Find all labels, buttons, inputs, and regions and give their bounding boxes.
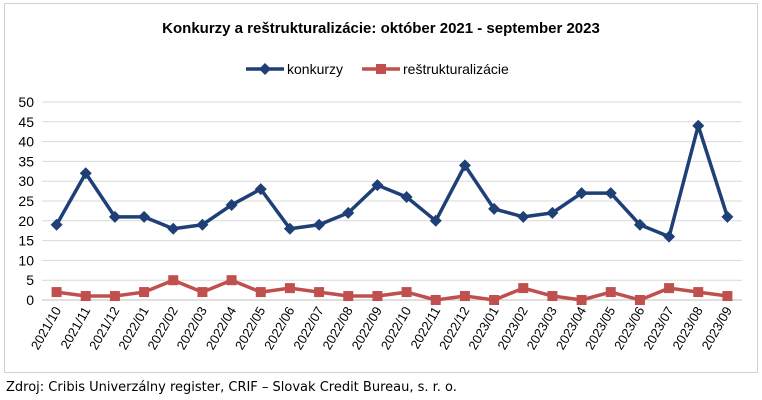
data-point (313, 218, 326, 231)
data-point (429, 214, 442, 227)
data-point (547, 291, 558, 302)
data-point (197, 287, 208, 298)
data-point (692, 119, 705, 132)
chart-title: Konkurzy a reštrukturalizácie: október 2… (162, 20, 600, 37)
legend: konkurzy reštrukturalizácie (246, 61, 509, 77)
data-point (721, 210, 734, 223)
series-layer (50, 119, 734, 305)
data-point (108, 210, 121, 223)
data-point (488, 202, 501, 215)
legend-label: konkurzy (287, 61, 343, 77)
data-point (138, 210, 151, 223)
data-point (372, 291, 383, 302)
data-point (80, 291, 91, 302)
y-tick-label: 35 (18, 153, 34, 169)
series-0 (50, 119, 734, 243)
data-point (664, 283, 675, 294)
data-point (50, 218, 63, 231)
data-point (342, 206, 355, 219)
data-point (167, 222, 180, 235)
data-point (371, 179, 384, 192)
data-point (51, 287, 62, 298)
data-point (693, 287, 704, 298)
y-tick-label: 5 (26, 272, 34, 288)
data-point (722, 291, 733, 302)
data-point (576, 295, 587, 305)
legend-label: reštrukturalizácie (403, 61, 509, 77)
data-point (604, 187, 617, 200)
data-point (226, 275, 237, 286)
y-tick-label: 0 (26, 292, 34, 308)
source-note: Zdroj: Cribis Univerzálny register, CRIF… (6, 380, 457, 395)
data-point (400, 191, 413, 204)
data-point (109, 291, 120, 302)
x-axis: 2021/102021/112021/122022/012022/022022/… (28, 304, 735, 352)
y-tick-label: 45 (18, 114, 34, 130)
data-point (518, 283, 529, 294)
y-tick-label: 15 (18, 233, 34, 249)
data-point (663, 230, 676, 243)
line-chart: Konkurzy a reštrukturalizácie: október 2… (18, 20, 742, 352)
data-point (225, 198, 238, 211)
data-point (605, 287, 616, 298)
series-line (56, 278, 728, 302)
y-tick-label: 25 (18, 193, 34, 209)
data-point (634, 295, 645, 305)
y-tick-label: 50 (18, 94, 34, 110)
y-axis: 0 5 10 15 20 25 30 35 40 45 50 (18, 94, 34, 308)
legend-marker (376, 64, 386, 74)
y-tick-label: 30 (18, 173, 34, 189)
data-point (401, 287, 412, 298)
data-point (79, 167, 92, 180)
data-point (430, 295, 441, 305)
data-point (255, 287, 266, 298)
data-point (168, 275, 179, 286)
legend-marker (259, 63, 271, 75)
data-point (517, 210, 530, 223)
data-point (196, 218, 209, 231)
data-point (254, 183, 267, 196)
data-point (489, 295, 500, 305)
grid-lines (42, 101, 742, 301)
data-point (284, 283, 295, 294)
series-1 (51, 275, 733, 305)
y-tick-label: 40 (18, 134, 34, 150)
data-point (458, 159, 471, 172)
data-point (459, 291, 470, 302)
y-tick-label: 20 (18, 213, 34, 229)
legend-item-1: reštrukturalizácie (362, 61, 509, 77)
data-point (575, 187, 588, 200)
series-line (55, 124, 730, 239)
data-point (546, 206, 559, 219)
data-point (314, 287, 325, 298)
legend-item-0: konkurzy (246, 61, 343, 77)
data-point (283, 222, 296, 235)
y-tick-label: 10 (18, 252, 34, 268)
data-point (633, 218, 646, 231)
data-point (139, 287, 150, 298)
data-point (343, 291, 354, 302)
